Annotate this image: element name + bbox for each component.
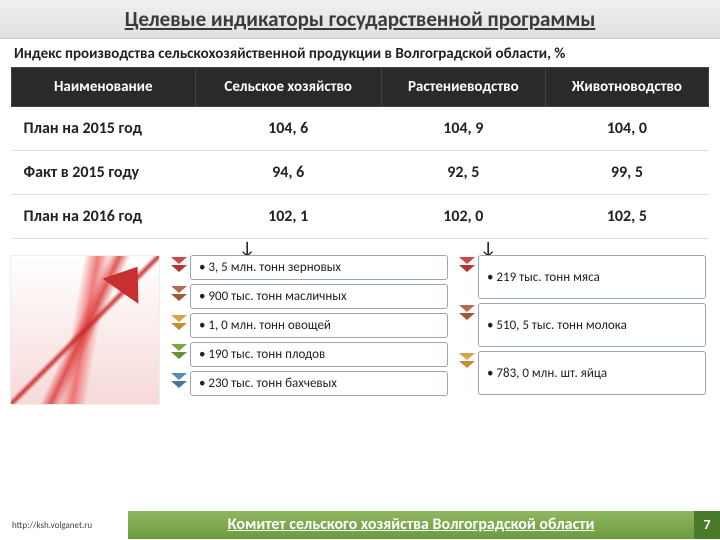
footer-committee: Комитет сельского хозяйства Волгоградско…: [128, 511, 694, 539]
cell: 102, 5: [545, 195, 708, 239]
col-header: Растениеводство: [381, 68, 545, 107]
chevron-down-icon: [168, 313, 190, 338]
cell: 99, 5: [545, 151, 708, 195]
bullet-row: • 219 тыс. тонн мяса: [456, 255, 706, 299]
chevron-down-icon: [168, 371, 190, 396]
subtitle: Индекс производства сельскохозяйственной…: [0, 39, 720, 67]
footer: http://ksh.volganet.ru Комитет сельского…: [0, 510, 720, 540]
cell: План на 2015 год: [12, 107, 196, 151]
footer-url: http://ksh.volganet.ru: [0, 520, 128, 531]
chevron-down-icon: [168, 342, 190, 367]
bullet-text: • 230 тыс. тонн бахчевых: [190, 371, 448, 396]
cell: 104, 9: [381, 107, 545, 151]
down-arrows: ↓↓: [0, 243, 720, 253]
bullet-row: • 230 тыс. тонн бахчевых: [168, 371, 448, 396]
cell: 92, 5: [381, 151, 545, 195]
bullet-text: • 900 тыс. тонн масличных: [190, 284, 448, 309]
table-row: План на 2016 год 102, 1 102, 0 102, 5: [12, 195, 709, 239]
table-row: План на 2015 год 104, 6 104, 9 104, 0: [12, 107, 709, 151]
cell: Факт в 2015 году: [12, 151, 196, 195]
bullet-row: • 510, 5 тыс. тонн молока: [456, 303, 706, 347]
chevron-down-icon: [456, 351, 478, 395]
bullet-row: • 900 тыс. тонн масличных: [168, 284, 448, 309]
col-header: Животноводство: [545, 68, 708, 107]
page-number: 7: [694, 511, 720, 539]
growth-arrows-graphic: [10, 255, 160, 405]
bullet-row: • 3, 5 млн. тонн зерновых: [168, 255, 448, 280]
cell: 94, 6: [195, 151, 381, 195]
cell: 102, 0: [381, 195, 545, 239]
chevron-down-icon: [168, 284, 190, 309]
table-row: Факт в 2015 году 94, 6 92, 5 99, 5: [12, 151, 709, 195]
indicators-table: Наименование Сельское хозяйство Растение…: [11, 67, 709, 239]
chevron-down-icon: [456, 303, 478, 347]
page-title: Целевые индикаторы государственной прогр…: [0, 0, 720, 39]
col-header: Наименование: [12, 68, 196, 107]
chevron-down-icon: [456, 255, 478, 299]
bullet-text: • 3, 5 млн. тонн зерновых: [190, 255, 448, 280]
cell: 104, 6: [195, 107, 381, 151]
chevron-down-icon: [168, 255, 190, 280]
bullet-text: • 1, 0 млн. тонн овощей: [190, 313, 448, 338]
bullet-text: • 783, 0 млн. шт. яйца: [478, 351, 706, 395]
bullet-row: • 783, 0 млн. шт. яйца: [456, 351, 706, 395]
livestock-targets-list: • 219 тыс. тонн мяса• 510, 5 тыс. тонн м…: [456, 255, 706, 405]
bullet-row: • 190 тыс. тонн плодов: [168, 342, 448, 367]
cell: План на 2016 год: [12, 195, 196, 239]
bullet-row: • 1, 0 млн. тонн овощей: [168, 313, 448, 338]
cell: 102, 1: [195, 195, 381, 239]
bullet-text: • 190 тыс. тонн плодов: [190, 342, 448, 367]
bullet-text: • 510, 5 тыс. тонн молока: [478, 303, 706, 347]
bullet-text: • 219 тыс. тонн мяса: [478, 255, 706, 299]
col-header: Сельское хозяйство: [195, 68, 381, 107]
cell: 104, 0: [545, 107, 708, 151]
crop-targets-list: • 3, 5 млн. тонн зерновых • 900 тыс. тонн…: [168, 255, 448, 405]
